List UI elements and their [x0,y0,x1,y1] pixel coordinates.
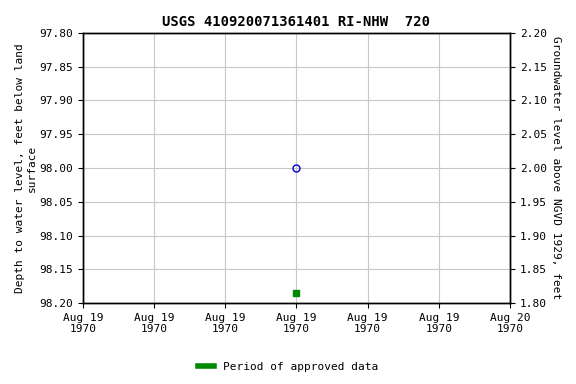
Y-axis label: Groundwater level above NGVD 1929, feet: Groundwater level above NGVD 1929, feet [551,36,561,300]
Legend: Period of approved data: Period of approved data [193,358,383,377]
Title: USGS 410920071361401 RI-NHW  720: USGS 410920071361401 RI-NHW 720 [162,15,430,29]
Y-axis label: Depth to water level, feet below land
surface: Depth to water level, feet below land su… [15,43,37,293]
